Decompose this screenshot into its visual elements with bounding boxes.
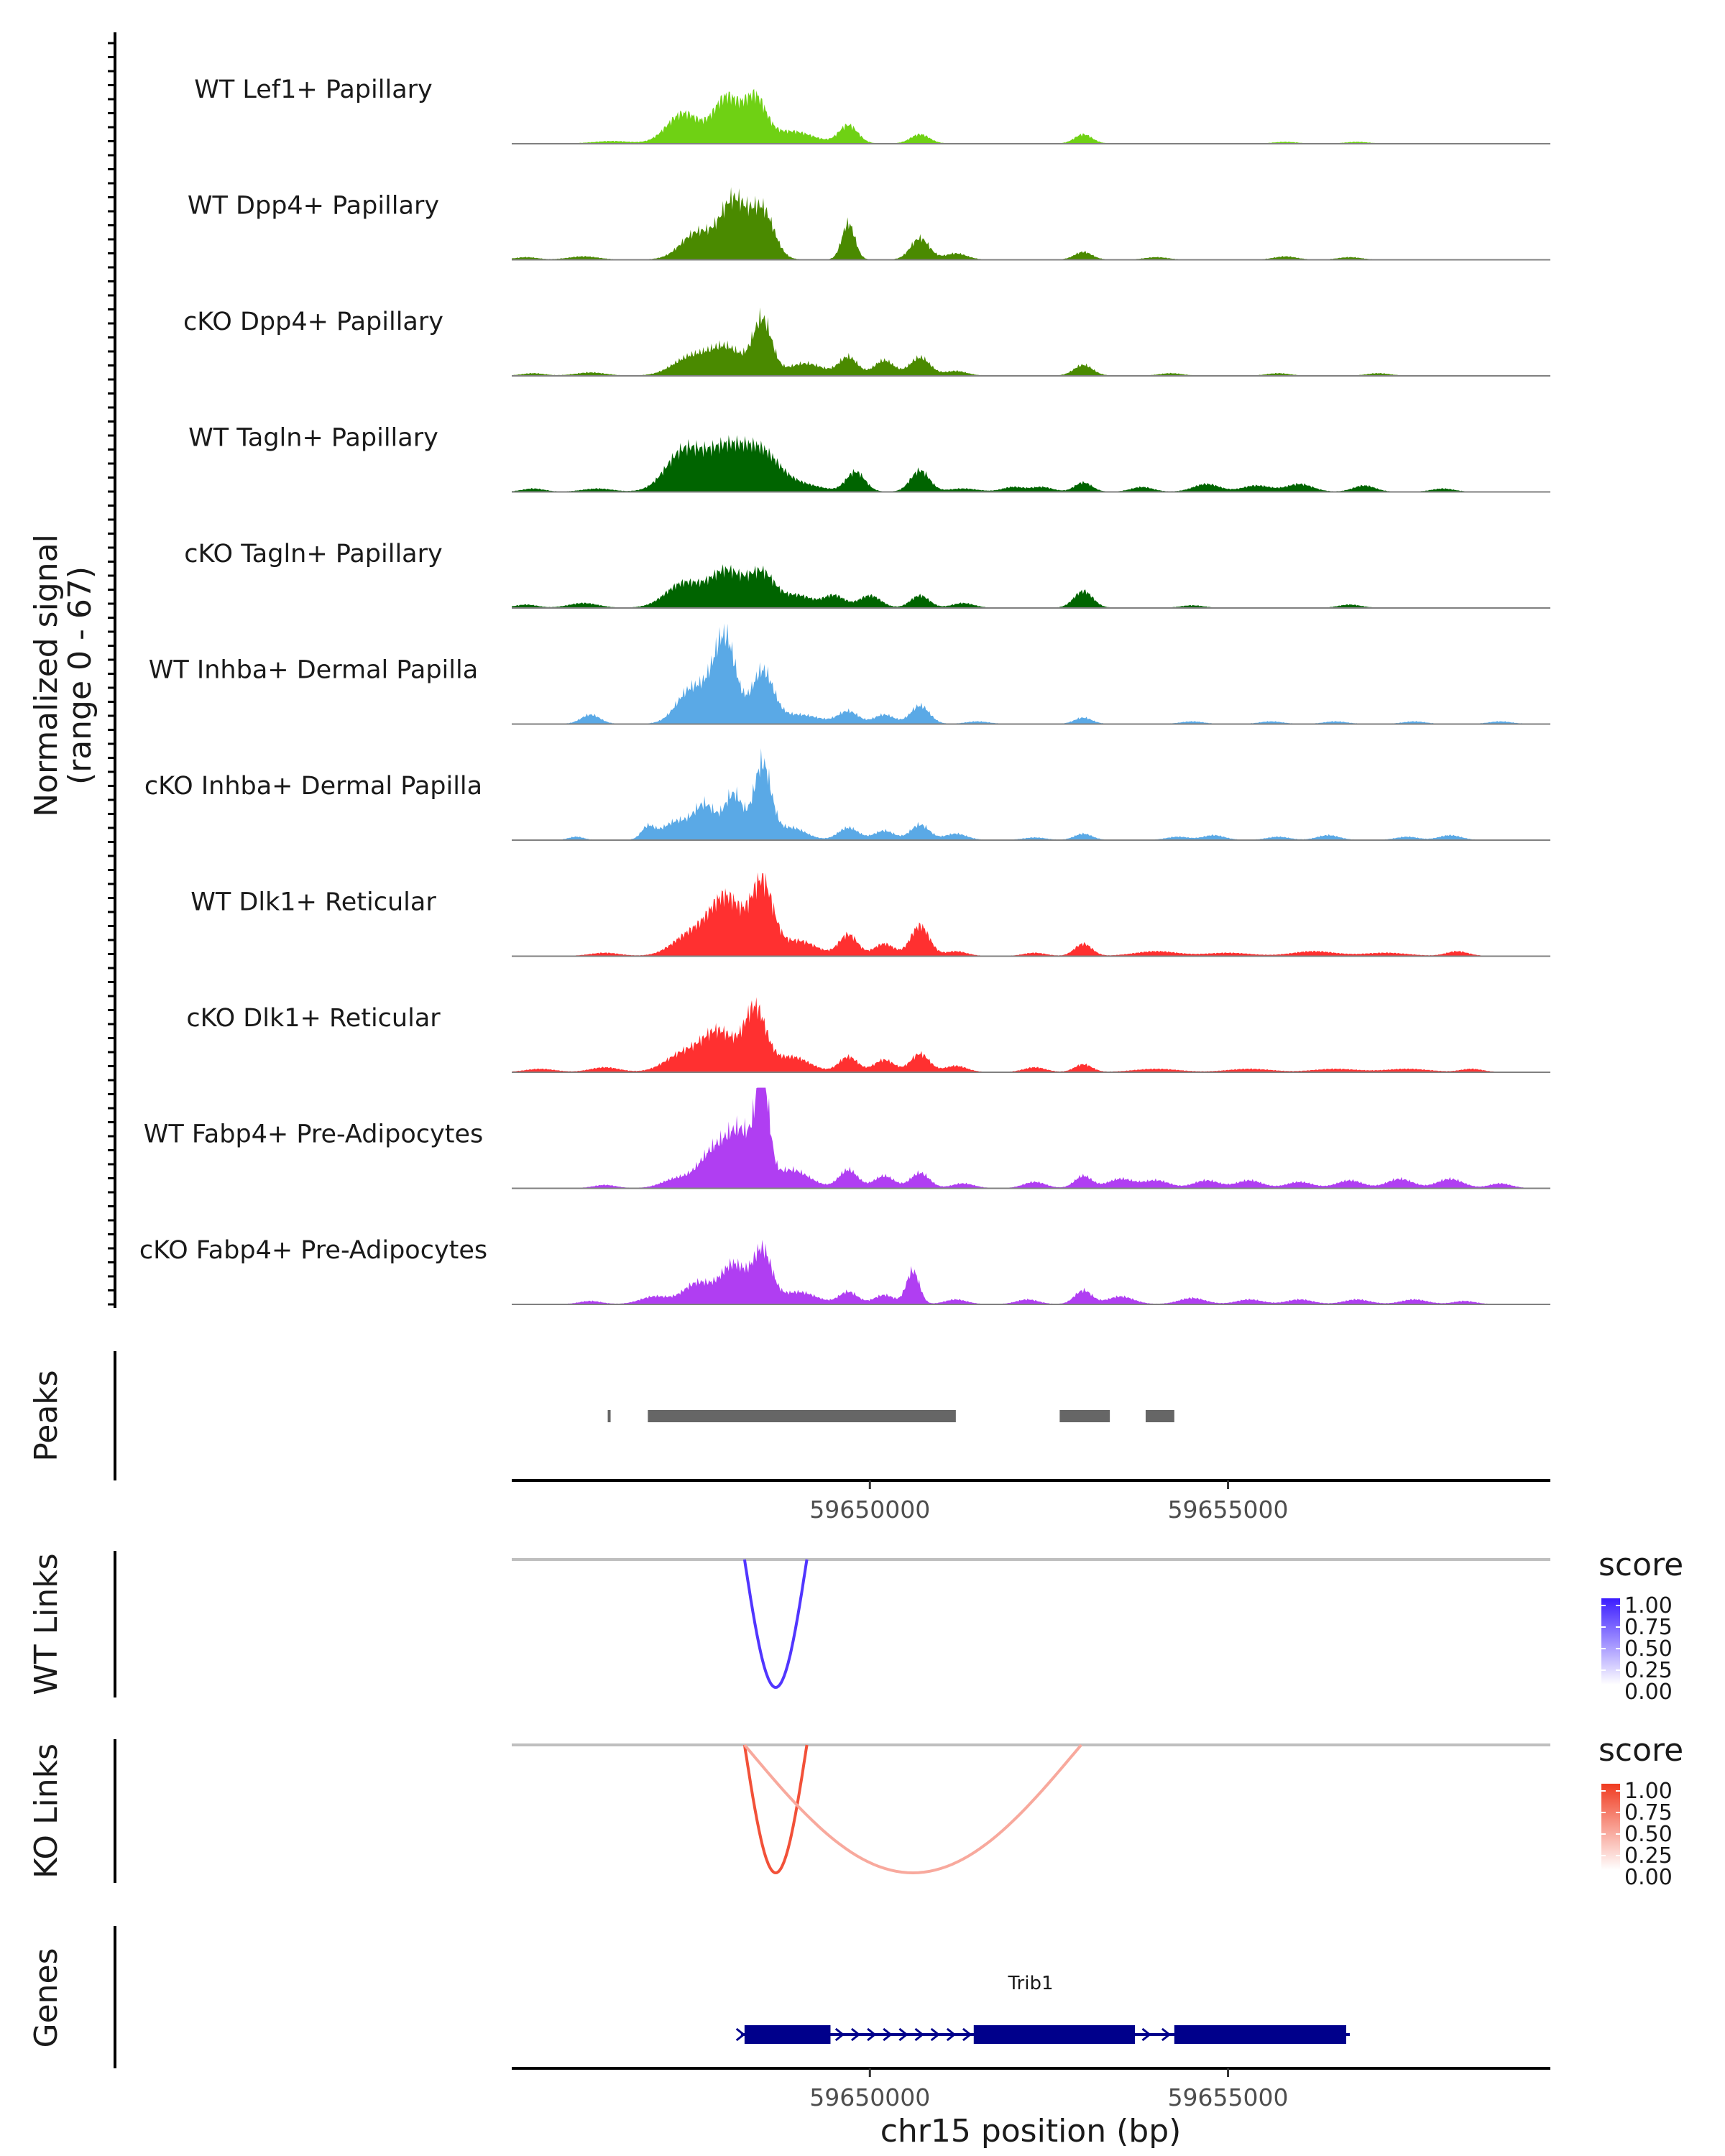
legend-tick-label-1: 0.75 xyxy=(1624,1615,1673,1640)
x-ticks-lower: 59650000 59655000 xyxy=(809,2068,1289,2111)
track-label-wt-fabp4-pre-adipocytes: WT Fabp4+ Pre-Adipocytes xyxy=(144,1120,483,1149)
peak-2 xyxy=(1059,1410,1110,1422)
strand-arrow-1 xyxy=(834,2027,845,2042)
track-label-wt-inhba-dermal-papilla: WT Inhba+ Dermal Papilla xyxy=(149,656,478,685)
track-label-wt-lef1-papillary: WT Lef1+ Papillary xyxy=(194,75,433,104)
coverage-area-wt-dlk1-reticular xyxy=(512,872,1550,957)
strand-arrow-4 xyxy=(883,2027,893,2042)
legend-tick-label-3: 0.25 xyxy=(1624,1843,1673,1869)
track-label-wt-tagln-papillary: WT Tagln+ Papillary xyxy=(188,424,438,453)
genes-track-label: Genes xyxy=(28,1948,65,2047)
legend-tick-label-4: 0.00 xyxy=(1624,1865,1673,1890)
gene-exon-1 xyxy=(973,2025,1135,2044)
link-arc-1 xyxy=(743,1743,1082,1875)
strand-arrow-11 xyxy=(1161,2027,1172,2042)
strand-arrow-8 xyxy=(946,2027,957,2042)
link-arc-0 xyxy=(742,1744,809,1875)
track-label-wt-dlk1-reticular: WT Dlk1+ Reticular xyxy=(190,888,436,917)
ko-links-track-label: KO Links xyxy=(28,1743,65,1879)
legend-tick-label-0: 1.00 xyxy=(1624,1593,1673,1618)
strand-arrow-0 xyxy=(735,2027,746,2042)
x-axis-title: chr15 position (bp) xyxy=(880,2113,1182,2150)
strand-arrow-3 xyxy=(867,2027,877,2042)
coverage-area-wt-dpp4-papillary xyxy=(512,187,1550,260)
legend-tick-label-0: 1.00 xyxy=(1624,1779,1673,1804)
coverage-area-wt-tagln-papillary xyxy=(512,435,1550,492)
track-label-wt-dpp4-papillary: WT Dpp4+ Papillary xyxy=(188,192,439,221)
strand-arrow-6 xyxy=(914,2027,924,2042)
legend-tick-label-2: 0.50 xyxy=(1624,1822,1673,1847)
track-label-cko-inhba-dermal-papilla: cKO Inhba+ Dermal Papilla xyxy=(144,772,482,801)
x-tick-label-1: 59655000 xyxy=(1168,2083,1289,2111)
legend-tick-label-1: 0.75 xyxy=(1624,1800,1673,1825)
ko-links xyxy=(742,1743,1082,1875)
legend-title: score xyxy=(1598,1732,1683,1769)
ko-links-legend: score 1.000.750.500.250.00 xyxy=(1598,1732,1683,1890)
y-axis-range-label: (range 0 - 67) xyxy=(62,566,98,785)
gene-exon-0 xyxy=(744,2025,831,2044)
peaks-track xyxy=(607,1410,1174,1422)
peaks-track-label: Peaks xyxy=(28,1370,65,1461)
strand-arrow-9 xyxy=(962,2027,972,2042)
wt-links-track-label: WT Links xyxy=(28,1553,65,1695)
peak-1 xyxy=(648,1410,956,1422)
legend-tick-label-4: 0.00 xyxy=(1624,1680,1673,1705)
wt-links-legend: score 1.000.750.500.250.00 xyxy=(1598,1547,1683,1705)
x-tick-label-0: 59650000 xyxy=(809,2083,930,2111)
legend-title: score xyxy=(1598,1547,1683,1583)
track-label-cko-dlk1-reticular: cKO Dlk1+ Reticular xyxy=(186,1004,441,1033)
strand-arrow-7 xyxy=(930,2027,941,2042)
link-arc-0 xyxy=(742,1559,809,1690)
legend-tick-label-2: 0.50 xyxy=(1624,1636,1673,1662)
coverage-area-cko-fabp4-pre-adipocytes xyxy=(512,1240,1550,1304)
coverage-area-cko-inhba-dermal-papilla xyxy=(512,748,1550,840)
x-tick-label-0: 59650000 xyxy=(809,1496,930,1524)
gene-name-label: Trib1 xyxy=(1007,1973,1053,1994)
gene-model xyxy=(735,2025,1350,2044)
peak-0 xyxy=(607,1410,611,1422)
coverage-area-cko-dlk1-reticular xyxy=(512,997,1550,1072)
coverage-area-wt-fabp4-pre-adipocytes xyxy=(512,1087,1550,1189)
coverage-area-wt-lef1-papillary xyxy=(512,88,1550,144)
legend-colorbar xyxy=(1601,1784,1620,1870)
coverage-area-cko-dpp4-papillary xyxy=(512,307,1550,376)
track-label-cko-fabp4-pre-adipocytes: cKO Fabp4+ Pre-Adipocytes xyxy=(139,1236,487,1265)
gene-exon-2 xyxy=(1174,2025,1346,2044)
x-ticks-upper: 59650000 59655000 xyxy=(809,1480,1289,1524)
coverage-area-cko-tagln-papillary xyxy=(512,564,1550,608)
coverage-area-wt-inhba-dermal-papilla xyxy=(512,623,1550,724)
track-label-cko-tagln-papillary: cKO Tagln+ Papillary xyxy=(184,540,443,568)
y-axis-title: Normalized signal xyxy=(28,534,65,817)
strand-arrow-5 xyxy=(898,2027,908,2042)
coverage-y-ticks xyxy=(108,42,115,1306)
coverage-tracks: WT Lef1+ Papillary WT Dpp4+ Papillary cKO … xyxy=(139,75,1550,1305)
wt-links xyxy=(742,1559,809,1690)
track-label-cko-dpp4-papillary: cKO Dpp4+ Papillary xyxy=(183,308,443,336)
legend-tick-label-3: 0.25 xyxy=(1624,1658,1673,1683)
strand-arrow-10 xyxy=(1141,2027,1151,2042)
peak-3 xyxy=(1145,1410,1174,1422)
legend-colorbar xyxy=(1601,1598,1620,1685)
x-tick-label-1: 59655000 xyxy=(1168,1496,1289,1524)
strand-arrow-2 xyxy=(850,2027,861,2042)
